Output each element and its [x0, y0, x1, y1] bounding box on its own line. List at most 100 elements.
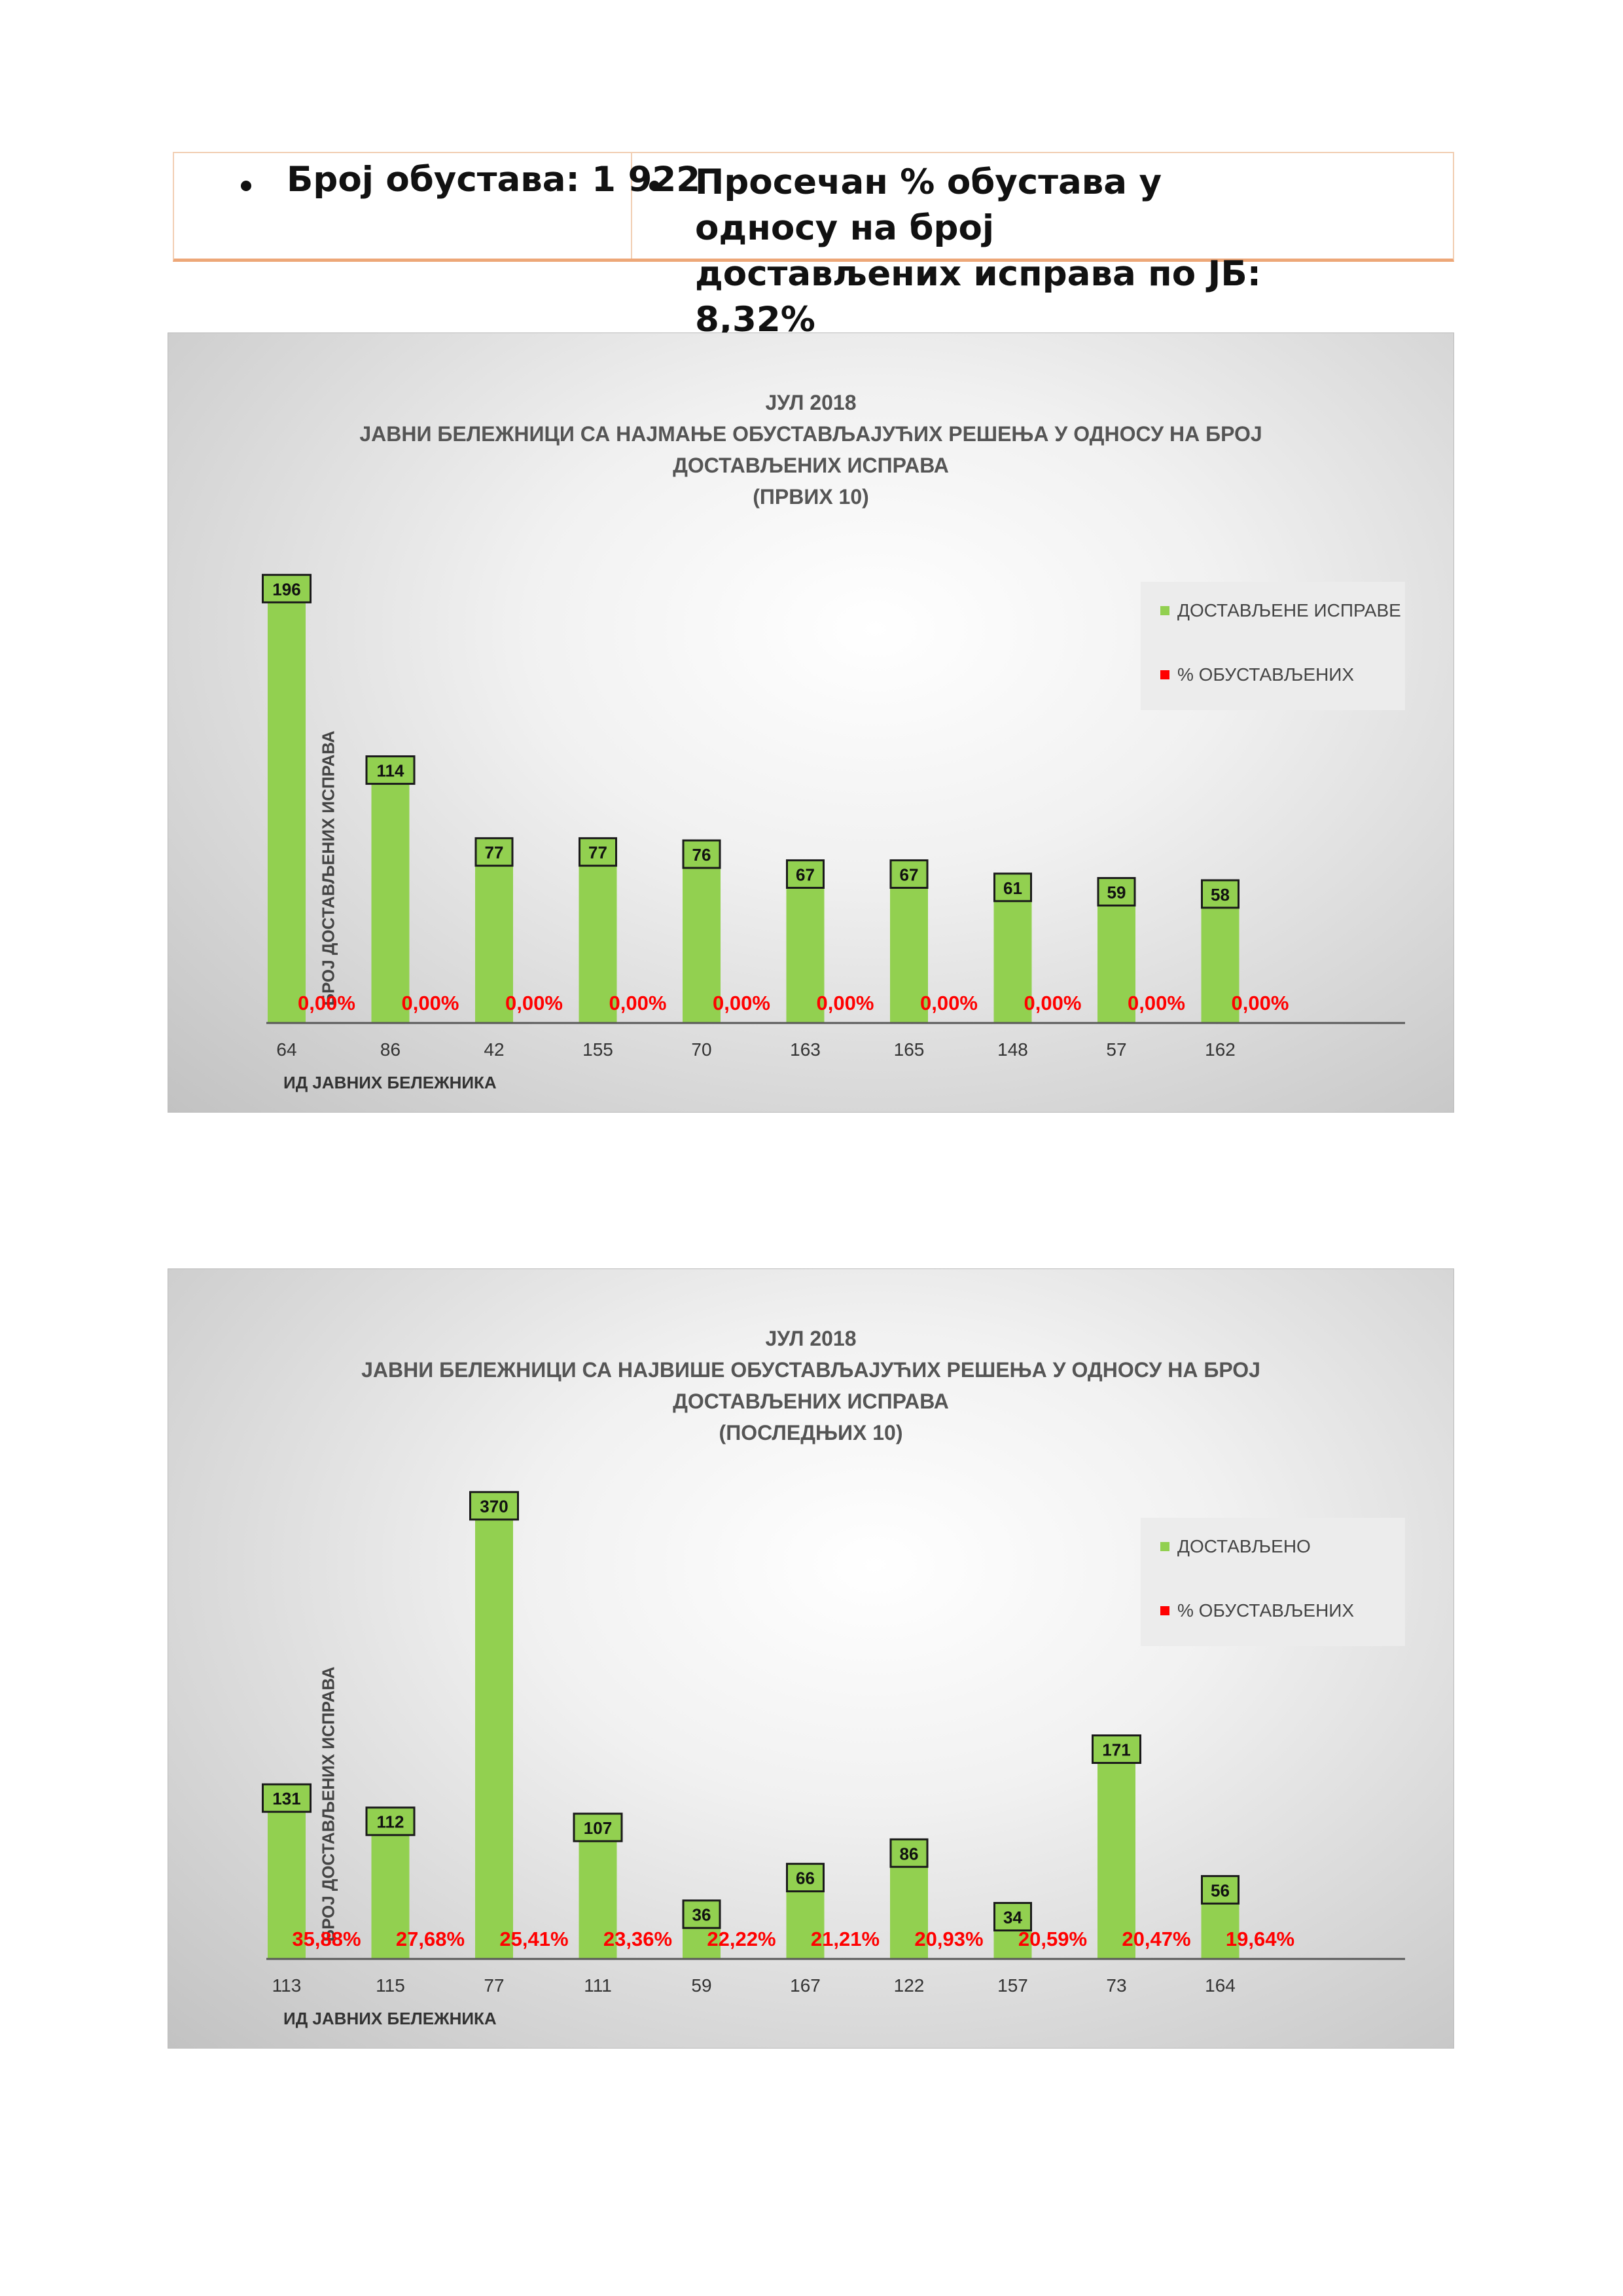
x-tick-label: 111: [584, 1975, 612, 1996]
percent-label: 20,59%: [1018, 1928, 1087, 1950]
bar-value-box: [889, 1838, 929, 1868]
x-tick-label: 122: [894, 1975, 925, 1996]
percent-label: 0,00%: [1024, 992, 1082, 1014]
bar-value-box: [786, 1863, 825, 1893]
chart-title-line: (ПРВИХ 10): [753, 485, 869, 509]
bar-delivered: [786, 874, 825, 1023]
bullet-icon: [649, 181, 660, 191]
percent-label: 19,64%: [1226, 1928, 1294, 1950]
bar-value-label: 77: [588, 843, 607, 863]
average-percent-text: Просечан % обустава у односу на број дос…: [695, 160, 1284, 343]
x-tick-label: 77: [484, 1975, 504, 1996]
legend-swatch-red: [1160, 670, 1169, 679]
bar-value-label: 131: [272, 1789, 300, 1808]
x-tick-label: 70: [691, 1039, 711, 1060]
bar-delivered: [475, 1506, 513, 1959]
chart-legend: ДОСТАВЉЕНЕ ИСПРАВЕ % ОБУСТАВЉЕНИХ: [1141, 582, 1405, 710]
bar-delivered: [268, 589, 306, 1023]
bar-value-box: [579, 837, 617, 867]
bar-value-label: 34: [1003, 1907, 1022, 1927]
bar-value-box: [469, 1491, 519, 1521]
percent-label: 21,21%: [811, 1928, 880, 1950]
percent-label: 0,00%: [609, 992, 667, 1014]
average-line-2: достављених исправа по ЈБ: 8,32%: [695, 254, 1261, 340]
summary-table: Број обустава: 1 922 Просечан % обустава…: [173, 152, 1454, 340]
x-tick-label: 155: [582, 1039, 613, 1060]
percent-label: 0,00%: [817, 992, 874, 1014]
bar-value-box: [262, 1783, 312, 1813]
bar-value-box: [262, 573, 312, 603]
chart-title-line: (ПОСЛЕДЊИХ 10): [719, 1421, 903, 1444]
x-tick-label: 64: [276, 1039, 296, 1060]
bar-value-label: 370: [480, 1497, 508, 1516]
percent-label: 0,00%: [920, 992, 978, 1014]
bar-delivered: [579, 852, 617, 1023]
bar-value-box: [682, 839, 721, 869]
bar-delivered: [683, 855, 721, 1023]
bar-value-label: 171: [1102, 1740, 1130, 1760]
bar-value-box: [365, 755, 416, 785]
x-tick-label: 148: [997, 1039, 1028, 1060]
bar-value-box: [573, 1812, 623, 1842]
x-tick-label: 113: [272, 1975, 302, 1996]
percent-label: 22,22%: [707, 1928, 776, 1950]
bar-value-box: [1097, 877, 1136, 907]
bar-value-label: 59: [1107, 883, 1126, 903]
legend-label: % ОБУСТАВЉЕНИХ: [1177, 664, 1355, 685]
bar-delivered: [1097, 892, 1135, 1023]
bar-value-box: [1092, 1734, 1141, 1764]
bar-value-box: [993, 1901, 1032, 1931]
percent-label: 0,00%: [1232, 992, 1289, 1014]
bar-value-label: 67: [900, 865, 919, 884]
bar-value-label: 36: [692, 1905, 711, 1925]
bar-delivered: [890, 1854, 928, 1959]
bar-value-label: 61: [1003, 878, 1022, 898]
percent-label: 0,00%: [298, 992, 355, 1014]
x-tick-label: 162: [1205, 1039, 1236, 1060]
x-tick-label: 115: [376, 1975, 405, 1996]
x-tick-label: 157: [997, 1975, 1028, 1996]
bar-delivered: [993, 888, 1032, 1023]
bar-value-box: [993, 872, 1032, 903]
x-tick-label: 165: [894, 1039, 925, 1060]
x-tick-label: 164: [1205, 1975, 1236, 1996]
bar-value-label: 76: [692, 845, 711, 865]
legend-label: % ОБУСТАВЉЕНИХ: [1177, 1600, 1355, 1621]
chart-title-line: ЈАВНИ БЕЛЕЖНИЦИ СА НАЈМАЊЕ ОБУСТАВЉАЈУЋИ…: [359, 422, 1262, 446]
chart-title-line: ЈУЛ 2018: [765, 391, 857, 414]
percent-label: 20,93%: [914, 1928, 983, 1950]
bar-value-label: 56: [1211, 1880, 1230, 1900]
bar-value-label: 77: [485, 843, 504, 863]
percent-label: 20,47%: [1122, 1928, 1190, 1950]
x-tick-label: 163: [790, 1039, 821, 1060]
bar-delivered: [371, 770, 410, 1023]
bar-value-box: [365, 1806, 416, 1837]
bar-delivered: [475, 852, 513, 1023]
chart-title-line: ДОСТАВЉЕНИХ ИСПРАВА: [673, 454, 949, 477]
bar-value-box: [786, 859, 825, 889]
x-tick-label: 167: [790, 1975, 821, 1996]
chart-legend: ДОСТАВЉЕНО % ОБУСТАВЉЕНИХ: [1141, 1518, 1405, 1646]
bar-delivered: [371, 1821, 410, 1959]
bar-value-label: 86: [900, 1844, 919, 1863]
chart-title-line: ДОСТАВЉЕНИХ ИСПРАВА: [673, 1390, 949, 1413]
bar-value-box: [1201, 879, 1240, 909]
x-axis-label: ИД ЈАВНИХ БЕЛЕЖНИКА: [283, 1073, 497, 1092]
x-tick-label: 73: [1106, 1975, 1126, 1996]
percent-label: 35,88%: [292, 1928, 361, 1950]
bar-value-box: [1201, 1874, 1240, 1905]
bar-delivered: [1097, 1749, 1135, 1959]
percent-label: 23,36%: [603, 1928, 672, 1950]
percent-label: 25,41%: [499, 1928, 568, 1950]
bar-delivered: [579, 1828, 617, 1959]
chart-plot: 131 113 35,88% 112 115 27,68% 370 77 25,41% 107 11…: [262, 1491, 1405, 1996]
bar-value-box: [889, 859, 929, 889]
summary-cell-average: Просечан % обустава у односу на број дос…: [632, 153, 1453, 340]
legend-item-delivered: ДОСТАВЉЕНЕ ИСПРАВЕ: [1160, 600, 1401, 621]
bar-value-label: 66: [796, 1869, 815, 1888]
percent-label: 0,00%: [713, 992, 770, 1014]
legend-item-percent: % ОБУСТАВЉЕНИХ: [1160, 1600, 1354, 1621]
summary-cell-stops: Број обустава: 1 922: [174, 153, 700, 259]
legend-item-percent: % ОБУСТАВЉЕНИХ: [1160, 664, 1354, 685]
x-tick-label: 42: [484, 1039, 504, 1060]
